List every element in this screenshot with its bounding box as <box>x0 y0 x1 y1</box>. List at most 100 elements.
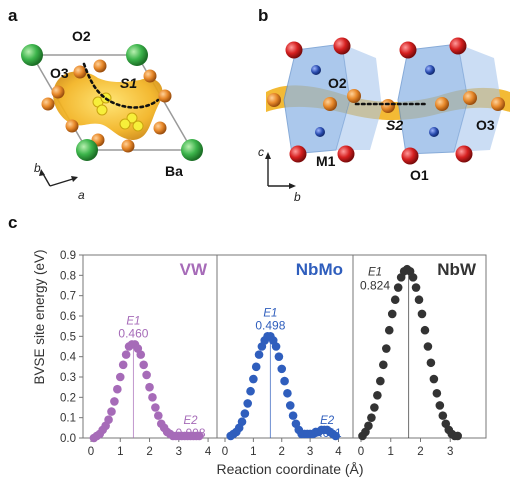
oxygen-atom <box>267 93 281 107</box>
oxygen-atom <box>93 59 107 73</box>
data-point <box>280 376 289 386</box>
subplot-title: NbMo <box>296 260 343 279</box>
y-tick-label: 0.8 <box>60 270 76 282</box>
data-point <box>154 411 163 420</box>
data-point <box>118 360 128 370</box>
data-point <box>364 421 373 431</box>
data-point <box>453 431 462 441</box>
data-point <box>390 295 400 305</box>
metal-atom <box>315 127 325 137</box>
annotation-e1-value: 0.498 <box>255 318 285 332</box>
data-point <box>113 384 122 394</box>
x-tick-label: 0 <box>222 446 228 458</box>
oxygen-atom <box>491 97 505 111</box>
ba-atom <box>181 139 203 161</box>
y-tick-label: 0.5 <box>60 331 76 343</box>
label-o2: O2 <box>72 28 91 44</box>
data-point <box>243 399 252 408</box>
x-tick-label: 2 <box>417 446 423 458</box>
axes-a-b: b a <box>34 161 85 202</box>
data-point <box>110 397 119 406</box>
plot-frame <box>82 254 487 439</box>
data-point <box>370 403 379 412</box>
label-o3: O3 <box>50 65 69 81</box>
label-m1: M1 <box>316 153 336 169</box>
oxygen-atom-red <box>289 145 307 163</box>
svg-text:c: c <box>258 145 264 159</box>
data-point <box>376 376 385 386</box>
y-tick-label: 0.1 <box>60 413 76 425</box>
subplot-title: VW <box>180 260 208 279</box>
data-point <box>271 342 281 351</box>
data-point <box>379 360 388 370</box>
oxygen-atom <box>158 89 172 103</box>
oxygen-atom-red <box>337 145 355 163</box>
data-point <box>381 344 391 353</box>
data-point <box>288 411 298 420</box>
data-point <box>435 401 445 410</box>
label-o3: O3 <box>476 117 495 133</box>
data-point <box>373 391 382 400</box>
oxygen-atom-red <box>285 41 303 59</box>
data-point <box>151 403 160 412</box>
data-point <box>277 364 287 374</box>
x-tick-label: 3 <box>447 446 453 458</box>
data-point <box>331 431 340 441</box>
data-point <box>411 283 421 292</box>
data-point <box>414 295 424 305</box>
data-point <box>115 372 125 382</box>
data-point <box>194 431 204 441</box>
data-point <box>254 350 264 359</box>
oxygen-atom <box>51 85 65 99</box>
oxygen-atom <box>41 97 55 111</box>
octahedron <box>397 43 469 155</box>
data-point <box>121 350 131 359</box>
label-o1: O1 <box>410 167 429 183</box>
oxygen-atom <box>323 97 337 111</box>
panel-c-letter: c <box>8 213 18 232</box>
x-tick-label: 0 <box>88 446 94 458</box>
subplot-title: NbW <box>437 260 477 279</box>
y-axis-label: BVSE site energy (eV) <box>32 249 47 384</box>
annotation-e1: E1 <box>126 315 140 327</box>
metal-atom <box>425 65 435 75</box>
data-point <box>237 417 247 427</box>
oxygen-atom <box>153 121 167 135</box>
panel-a-letter: a <box>8 6 18 25</box>
oxygen-atom-red <box>333 37 351 55</box>
annotation-e1-value: 0.824 <box>360 278 390 292</box>
annotation-e2-value: 0.008 <box>175 426 205 440</box>
y-tick-label: 0.7 <box>60 291 76 303</box>
oxygen-atom <box>65 119 79 133</box>
data-point <box>249 374 258 384</box>
data-point <box>420 325 430 335</box>
svg-text:a: a <box>78 188 85 202</box>
y-tick-label: 0.9 <box>60 250 76 262</box>
data-point <box>393 283 403 292</box>
oxygen-atom <box>121 139 135 153</box>
data-point <box>240 409 250 418</box>
x-tick-label: 0 <box>358 446 364 458</box>
data-point <box>104 415 113 424</box>
annotation-e1: E1 <box>263 307 277 319</box>
axes-c-b: c b <box>258 145 301 204</box>
y-tick-label: 0.6 <box>60 311 76 323</box>
x-axis-label: Reaction coordinate (Å) <box>216 461 363 477</box>
data-point <box>136 350 146 359</box>
x-tick-label: 4 <box>335 446 342 458</box>
oxygen-atom-red <box>401 147 419 165</box>
oxygen-atom <box>347 89 361 103</box>
data-point <box>145 382 154 392</box>
annotation-e1-value: 0.460 <box>118 326 148 340</box>
data-point <box>417 309 427 319</box>
data-point <box>274 352 284 361</box>
x-tick-label: 2 <box>146 446 152 458</box>
x-tick-label: 2 <box>279 446 285 458</box>
data-point <box>438 411 448 420</box>
panel-b-structure: O2 S2 O3 M1 O1 c b <box>258 37 510 204</box>
y-tick-label: 0.3 <box>60 372 76 384</box>
data-point <box>426 358 436 368</box>
ba-atom <box>21 44 43 66</box>
data-point <box>107 407 116 416</box>
data-point <box>432 388 442 398</box>
